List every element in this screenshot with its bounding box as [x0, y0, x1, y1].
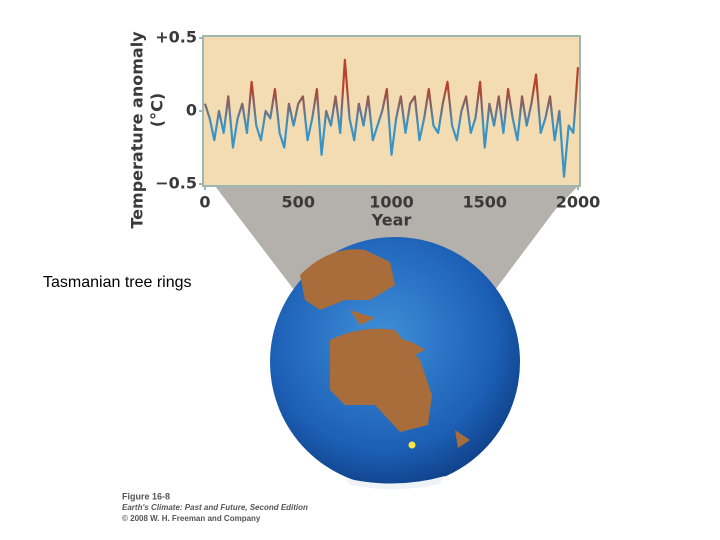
credit-line: Figure 16-8: [122, 491, 170, 501]
x-tick-label: 500: [282, 193, 315, 212]
x-axis-title: Year: [371, 211, 412, 230]
credit-line: Earth's Climate: Past and Future, Second…: [122, 503, 308, 512]
x-tick-label: 1000: [369, 193, 414, 212]
y-tick-label: −0.5: [155, 174, 197, 193]
y-axis-title: (°C): [148, 93, 167, 127]
series-line: [203, 58, 580, 178]
y-tick-label: 0: [186, 101, 197, 120]
globe: [270, 237, 520, 490]
x-tick-label: 1500: [462, 193, 507, 212]
credits: Figure 16-8 Earth's Climate: Past and Fut…: [122, 491, 308, 523]
site-marker: [408, 441, 416, 449]
y-axis-title: Temperature anomaly: [128, 31, 147, 229]
y-tick-label: +0.5: [155, 28, 197, 47]
location-label: Tasmanian tree rings: [43, 274, 192, 291]
x-tick-label: 2000: [556, 193, 601, 212]
x-tick-label: 0: [199, 193, 210, 212]
credit-line: © 2008 W. H. Freeman and Company: [122, 514, 261, 523]
chart: +0.50−0.50 500 1000 1500 2000YearTemperature…: [128, 28, 601, 230]
